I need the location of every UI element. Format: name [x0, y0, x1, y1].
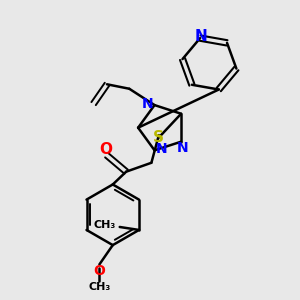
Text: O: O	[99, 142, 112, 158]
Text: CH₃: CH₃	[94, 220, 116, 230]
Text: S: S	[153, 130, 164, 145]
Text: CH₃: CH₃	[88, 282, 110, 292]
Text: N: N	[155, 142, 167, 156]
Text: N: N	[195, 29, 208, 44]
Text: N: N	[142, 97, 154, 111]
Text: O: O	[93, 264, 105, 278]
Text: N: N	[177, 141, 188, 155]
